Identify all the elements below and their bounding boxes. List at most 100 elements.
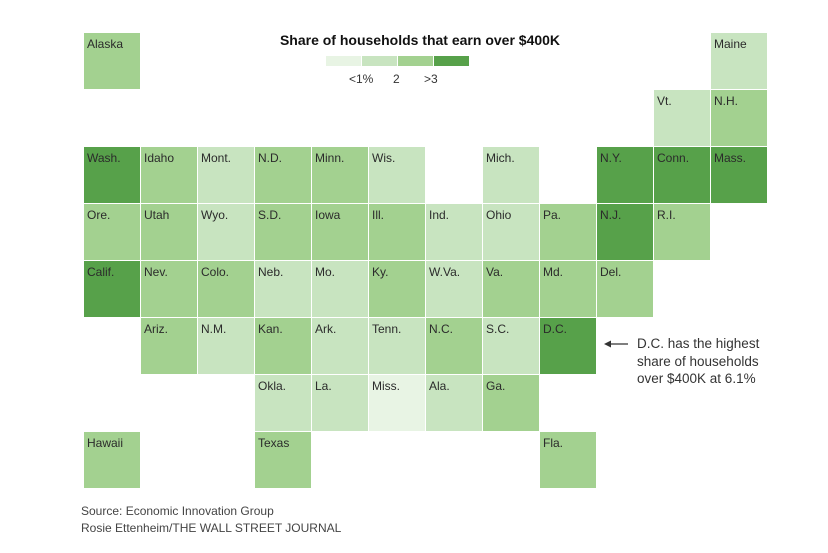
tile-ky bbox=[369, 261, 425, 317]
tile-neb bbox=[255, 261, 311, 317]
tile-label-md: Md. bbox=[543, 265, 563, 279]
tile-label-miss: Miss. bbox=[372, 379, 400, 393]
tile-vt bbox=[654, 90, 710, 146]
tile-colo bbox=[198, 261, 254, 317]
tile-label-n-c: N.C. bbox=[429, 322, 453, 336]
tile-ill bbox=[369, 204, 425, 260]
tile-label-idaho: Idaho bbox=[144, 151, 174, 165]
tile-label-s-d: S.D. bbox=[258, 208, 281, 222]
tile-r-i bbox=[654, 204, 710, 260]
tile-fla bbox=[540, 432, 596, 488]
tile-label-ore: Ore. bbox=[87, 208, 110, 222]
tile-label-wash: Wash. bbox=[87, 151, 121, 165]
tile-n-h bbox=[711, 90, 767, 146]
tile-n-y bbox=[597, 147, 653, 203]
tile-label-fla: Fla. bbox=[543, 436, 563, 450]
annotation-line-1: D.C. has the highest bbox=[637, 336, 760, 351]
tile-wash bbox=[84, 147, 140, 203]
tile-label-colo: Colo. bbox=[201, 265, 229, 279]
tile-label-texas: Texas bbox=[258, 436, 289, 450]
tile-label-minn: Minn. bbox=[315, 151, 344, 165]
tile-minn bbox=[312, 147, 368, 203]
annotation-text: D.C. has the highest share of households… bbox=[637, 335, 817, 388]
tile-label-ark: Ark. bbox=[315, 322, 336, 336]
tile-mich bbox=[483, 147, 539, 203]
tile-label-s-c: S.C. bbox=[486, 322, 509, 336]
tile-label-mont: Mont. bbox=[201, 151, 231, 165]
tile-label-utah: Utah bbox=[144, 208, 169, 222]
tile-la bbox=[312, 375, 368, 431]
tile-mo bbox=[312, 261, 368, 317]
tile-label-iowa: Iowa bbox=[315, 208, 341, 222]
tile-miss bbox=[369, 375, 425, 431]
tile-hawaii bbox=[84, 432, 140, 488]
tile-label-ill: Ill. bbox=[372, 208, 384, 222]
tile-label-vt: Vt. bbox=[657, 94, 672, 108]
chart-title: Share of households that earn over $400K bbox=[279, 32, 561, 48]
tile-ark bbox=[312, 318, 368, 374]
annotation-line-2: share of households bbox=[637, 353, 759, 369]
tile-label-alaska: Alaska bbox=[87, 37, 123, 51]
tile-alaska bbox=[84, 33, 140, 89]
tile-texas bbox=[255, 432, 311, 488]
tile-label-va: Va. bbox=[486, 265, 503, 279]
tile-label-neb: Neb. bbox=[258, 265, 283, 279]
tile-label-n-h: N.H. bbox=[714, 94, 738, 108]
tile-label-ky: Ky. bbox=[372, 265, 388, 279]
tile-label-calif: Calif. bbox=[87, 265, 114, 279]
tile-n-c bbox=[426, 318, 482, 374]
legend-label-1: 2 bbox=[393, 72, 400, 86]
tile-s-d bbox=[255, 204, 311, 260]
tile-ind bbox=[426, 204, 482, 260]
credit-line: Rosie Ettenheim/THE WALL STREET JOURNAL bbox=[81, 521, 342, 535]
tile-del bbox=[597, 261, 653, 317]
tile-n-m bbox=[198, 318, 254, 374]
annotation-line-3: over $400K at 6.1% bbox=[637, 371, 756, 386]
tile-label-conn: Conn. bbox=[657, 151, 689, 165]
source-note: Source: Economic Innovation Group bbox=[81, 504, 274, 518]
tile-label-ohio: Ohio bbox=[486, 208, 512, 222]
tile-ohio bbox=[483, 204, 539, 260]
tile-label-ariz: Ariz. bbox=[144, 322, 168, 336]
tile-ala bbox=[426, 375, 482, 431]
tile-label-n-d: N.D. bbox=[258, 151, 282, 165]
tile-maine bbox=[711, 33, 767, 89]
legend-swatch-2 bbox=[398, 56, 433, 66]
tile-label-hawaii: Hawaii bbox=[87, 436, 123, 450]
legend-label-3: >3 bbox=[424, 72, 438, 86]
tile-label-nev: Nev. bbox=[144, 265, 168, 279]
tile-label-mass: Mass. bbox=[714, 151, 746, 165]
tile-ore bbox=[84, 204, 140, 260]
tile-nev bbox=[141, 261, 197, 317]
tile-label-wyo: Wyo. bbox=[201, 208, 228, 222]
tile-label-mich: Mich. bbox=[486, 151, 515, 165]
tile-ariz bbox=[141, 318, 197, 374]
tile-iowa bbox=[312, 204, 368, 260]
tile-label-tenn: Tenn. bbox=[372, 322, 401, 336]
legend-swatch-1 bbox=[362, 56, 397, 66]
tile-ga bbox=[483, 375, 539, 431]
tile-label-n-j: N.J. bbox=[600, 208, 621, 222]
tile-kan bbox=[255, 318, 311, 374]
tile-utah bbox=[141, 204, 197, 260]
tile-label-kan: Kan. bbox=[258, 322, 283, 336]
tile-mont bbox=[198, 147, 254, 203]
tile-label-ga: Ga. bbox=[486, 379, 505, 393]
tile-label-ind: Ind. bbox=[429, 208, 449, 222]
tile-w-va bbox=[426, 261, 482, 317]
legend-swatch-3 bbox=[434, 56, 469, 66]
tile-wyo bbox=[198, 204, 254, 260]
tile-label-del: Del. bbox=[600, 265, 621, 279]
tile-calif bbox=[84, 261, 140, 317]
tile-label-okla: Okla. bbox=[258, 379, 286, 393]
tile-label-n-m: N.M. bbox=[201, 322, 226, 336]
tile-label-la: La. bbox=[315, 379, 332, 393]
tile-n-j bbox=[597, 204, 653, 260]
tile-label-w-va: W.Va. bbox=[429, 265, 460, 279]
tile-md bbox=[540, 261, 596, 317]
tile-va bbox=[483, 261, 539, 317]
tile-pa bbox=[540, 204, 596, 260]
tile-tenn bbox=[369, 318, 425, 374]
tile-idaho bbox=[141, 147, 197, 203]
